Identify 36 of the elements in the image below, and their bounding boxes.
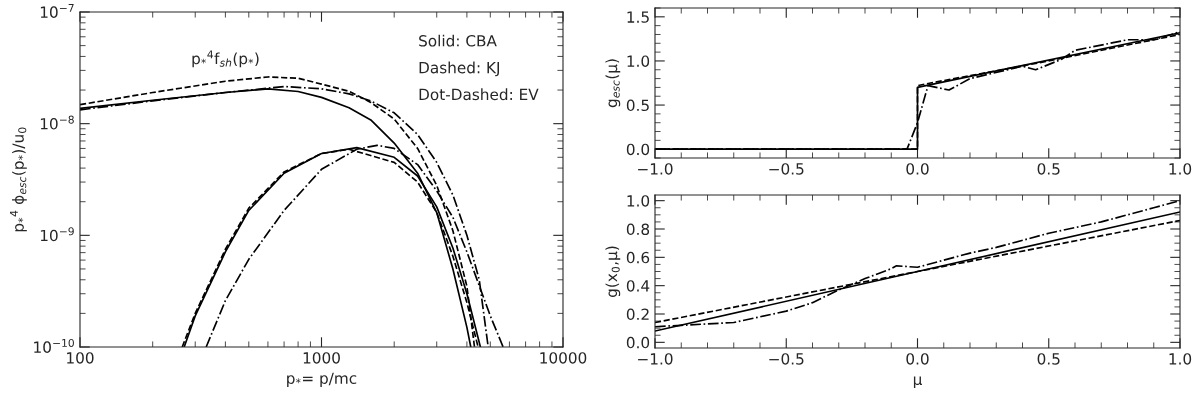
- annotation: p$_{*}$$^{4}$f$_{sh}$(p$_{*}$): [192, 50, 259, 68]
- y-tick-label: 0.2: [626, 308, 649, 321]
- x-tick-label: −1.0: [638, 163, 673, 175]
- x-tick-label: 0.5: [1037, 163, 1060, 175]
- x-tick-label: 1.0: [1169, 353, 1192, 365]
- annotation: Dashed: KJ: [419, 61, 499, 77]
- y-tick-label: 0.0: [626, 143, 650, 156]
- y-tick-label: 10$^{−8}$: [40, 115, 74, 130]
- y-tick-label: 0.4: [626, 280, 650, 292]
- y-tick-label: 10$^{−7}$: [40, 4, 74, 18]
- y-tick-label: 0.8: [626, 223, 650, 236]
- y-tick-label: 1.0: [627, 55, 650, 67]
- y-tick-label: 10$^{−9}$: [40, 227, 74, 242]
- x-tick-label: 0.0: [906, 163, 929, 175]
- annotation: Dot-Dashed: EV: [419, 88, 539, 101]
- x-axis-title: p$_{*}$= p/mc: [287, 372, 357, 387]
- text: p$_{*}$$^{4}$ ϕ$_{esc}$(p$_{*}$)/u$_{0}$: [10, 127, 27, 232]
- x-tick-label: 1000: [303, 352, 340, 364]
- y-tick-label: 0.6: [626, 251, 650, 264]
- y-axis-title: g$_{esc}$(μ): [605, 59, 621, 108]
- x-tick-label: 0.5: [1037, 353, 1060, 365]
- x-tick-label: 100: [67, 352, 94, 364]
- y-tick-label: 0.0: [626, 336, 650, 349]
- annotation: Solid: CBA: [419, 34, 497, 47]
- x-tick-label: −1.0: [638, 353, 673, 365]
- y-tick-label: 1.5: [627, 11, 649, 23]
- y-axis-title: g(x$_{0}$,μ): [605, 246, 621, 298]
- x-tick-label: 0.0: [906, 353, 929, 365]
- x-tick-label: −0.5: [769, 163, 804, 175]
- y-tick-label: 10$^{−10}$: [34, 338, 74, 353]
- x-tick-label: 1.0: [1169, 163, 1192, 175]
- x-tick-label: 10000: [540, 352, 587, 364]
- x-tick-label: −0.5: [769, 353, 804, 365]
- y-tick-label: 1.0: [627, 195, 650, 207]
- y-tick-label: 0.5: [626, 99, 649, 112]
- x-axis-title: μ: [913, 376, 922, 388]
